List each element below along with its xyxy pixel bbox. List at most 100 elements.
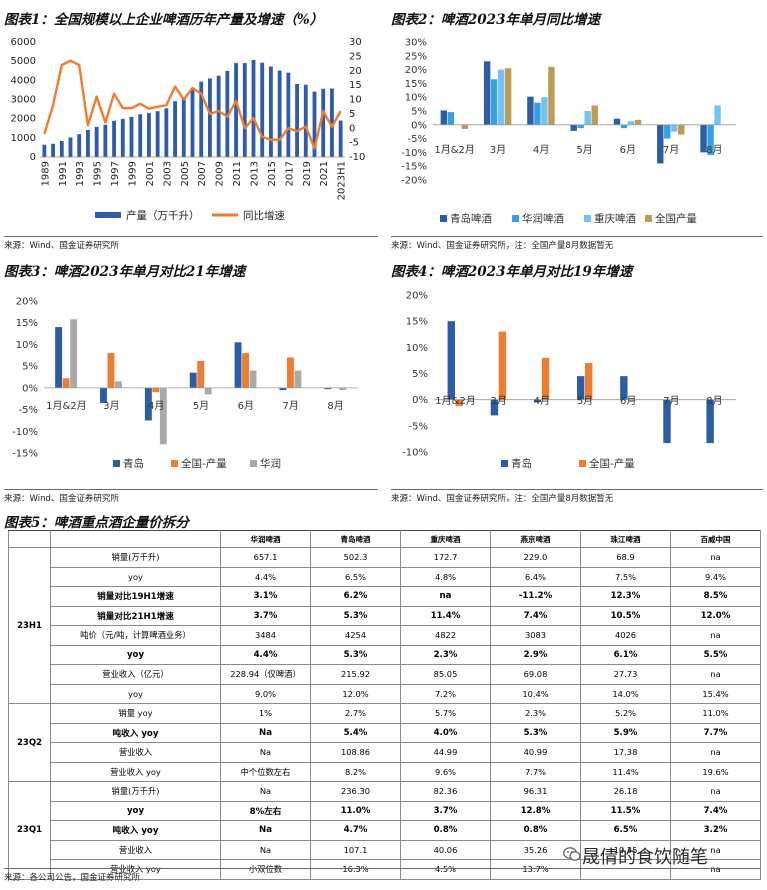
fig3-y-tick: 5% <box>22 362 38 373</box>
fig1-bar <box>286 72 291 157</box>
fig4-x-tick: 5月 <box>577 395 593 407</box>
metric-label: yoy <box>50 683 221 704</box>
fig3-bar <box>55 327 63 388</box>
metric-label: 营业收入（亿元） <box>50 664 221 685</box>
fig2-bar <box>591 105 598 125</box>
fig3-x-tick: 5月 <box>193 400 209 412</box>
fig3-bar <box>242 353 250 388</box>
table-cell: 8%左右 <box>220 800 311 821</box>
table-cell: 9.0% <box>220 683 311 704</box>
fig3-x-tick: 3月 <box>103 400 119 412</box>
table-cell: 215.92 <box>310 664 401 685</box>
fig4-y-tick: 5% <box>412 369 428 380</box>
fig2-chart: 30% 25% 20% 15% 10% 5% 0% -5% -10% -15% -20% 1月&2月 3… <box>401 38 736 225</box>
table-row: 营业收入（亿元） 228.94（仅啤酒） 215.92 85.05 69.08 27.73… <box>9 664 761 685</box>
table-cell: 85.05 <box>400 664 491 685</box>
fig1-x-tick: 2011 <box>232 161 243 186</box>
table-cell: 27.73 <box>580 664 671 685</box>
fig1-bar <box>120 118 125 157</box>
fig4-bar <box>455 399 463 406</box>
fig2-bar <box>461 124 469 129</box>
fig1-bar <box>234 63 238 158</box>
fig2-legend-label: 华润啤酒 <box>522 212 564 225</box>
fig3-y-tick: -5% <box>19 405 38 416</box>
fig4-x-tick: 3月 <box>491 395 507 407</box>
fig4-y-tick: 0% <box>412 395 428 406</box>
table-row: yoy 4.4% 6.5% 4.8% 6.4% 7.5% 9.4% <box>9 566 761 587</box>
fig3-bar <box>62 378 70 388</box>
table-cell: 2.7% <box>310 703 401 724</box>
fig1-legend-growth: 同比增速 <box>243 209 285 222</box>
fig1-x-tick: 1997 <box>110 161 121 186</box>
fig3-title: 图表3：啤酒2023年单月对比21年增速 <box>4 264 246 280</box>
fig2-bar <box>497 69 505 125</box>
fig2-bar <box>671 124 678 132</box>
fig3-bar <box>152 387 160 393</box>
fig3-x-tick: 4月 <box>148 400 164 412</box>
table-cell: Na <box>220 839 311 860</box>
table-row: 营业收入 yoy 中个位数左右 8.2% 9.6% 7.7% 11.4% 19.6% <box>9 761 761 782</box>
fig1-bar <box>199 81 204 157</box>
metric-label: 营业收入 <box>50 839 221 860</box>
fig1-x-tick: 2001 <box>145 161 156 186</box>
fig3-y-tick: -15% <box>12 449 38 460</box>
table-cell: 4.8% <box>400 566 491 587</box>
table-cell: 5.7% <box>400 703 491 724</box>
table-row: 吨价（元/吨，计算啤酒业务） 3484 4254 4822 3083 4026 na <box>9 625 761 646</box>
table-cell: 中个位数左右 <box>220 761 311 782</box>
table-cell: 26.18 <box>580 781 671 802</box>
table-cell: 5.3% <box>490 722 581 743</box>
fig3-bar <box>107 353 115 388</box>
table-cell: 17.38 <box>580 742 671 763</box>
fig1-bar <box>216 75 221 157</box>
table-cell: 7.7% <box>670 722 761 743</box>
table-cell: 5.2% <box>580 703 671 724</box>
fig2-bar <box>634 119 642 125</box>
table-cell: 172.7 <box>400 547 491 568</box>
fig2-bar <box>700 124 707 153</box>
fig4-bar <box>628 399 636 401</box>
fig1-x-tick: 2013 <box>250 161 261 186</box>
fig3-chart: 20% 15% 10% 5% 0% -5% -10% -15% 1月&2月 3月 4月 5月 6月 7月 8… <box>12 297 358 470</box>
table-row: yoy 4.4% 5.3% 2.3% 2.9% 6.1% 5.5% <box>9 644 761 665</box>
fig1-bar <box>147 113 151 157</box>
table-cell: 6.5% <box>310 566 401 587</box>
table-cell: 12.3% <box>580 586 671 607</box>
fig1-bar <box>77 134 82 157</box>
fig2-y-tick: 15% <box>405 79 427 90</box>
fig2-bar <box>440 110 448 125</box>
fig4-bar <box>490 399 499 416</box>
fig1-left-tick: 3000 <box>11 95 36 106</box>
fig3-bar <box>70 319 78 388</box>
table-cell: 502.3 <box>310 547 401 568</box>
fig2-legend-swatch <box>440 215 447 222</box>
table-cell: na <box>670 625 761 646</box>
fig1-x-tick: 2019 <box>302 161 313 186</box>
fig3-legend-label: 华润 <box>260 457 281 470</box>
table-cell: 6.5% <box>580 820 671 841</box>
fig1-bar <box>129 116 134 157</box>
table-cell: 2.9% <box>490 644 581 665</box>
fig2-bar <box>548 66 555 125</box>
table-cell: 7.4% <box>670 800 761 821</box>
metric-label: 销量(万千升) <box>50 781 221 802</box>
fig1-right-tick: 25 <box>349 51 362 62</box>
table-cell: 2.3% <box>490 703 581 724</box>
fig3-bar <box>204 387 212 395</box>
fig1-bar <box>312 91 317 157</box>
table-cell: 96.31 <box>490 781 581 802</box>
table-cell: 5.5% <box>670 644 761 665</box>
metric-label: 吨收入 yoy <box>50 820 221 841</box>
fig2-x-tick: 8月 <box>706 144 722 156</box>
table-cell: na <box>670 859 761 880</box>
fig1-x-tick: 1989 <box>40 161 51 186</box>
fig2-bar <box>504 68 512 125</box>
table-cell: 4.0% <box>400 722 491 743</box>
fig1-bar <box>260 62 265 158</box>
fig2-x-tick: 1月&2月 <box>434 144 475 156</box>
table-cell: 8.2% <box>310 761 401 782</box>
metric-label: 销量对比21H1增速 <box>50 605 221 626</box>
fig2-bar <box>714 105 721 125</box>
fig4-bar <box>585 363 593 400</box>
table-header-company: 燕京啤酒 <box>490 530 581 548</box>
